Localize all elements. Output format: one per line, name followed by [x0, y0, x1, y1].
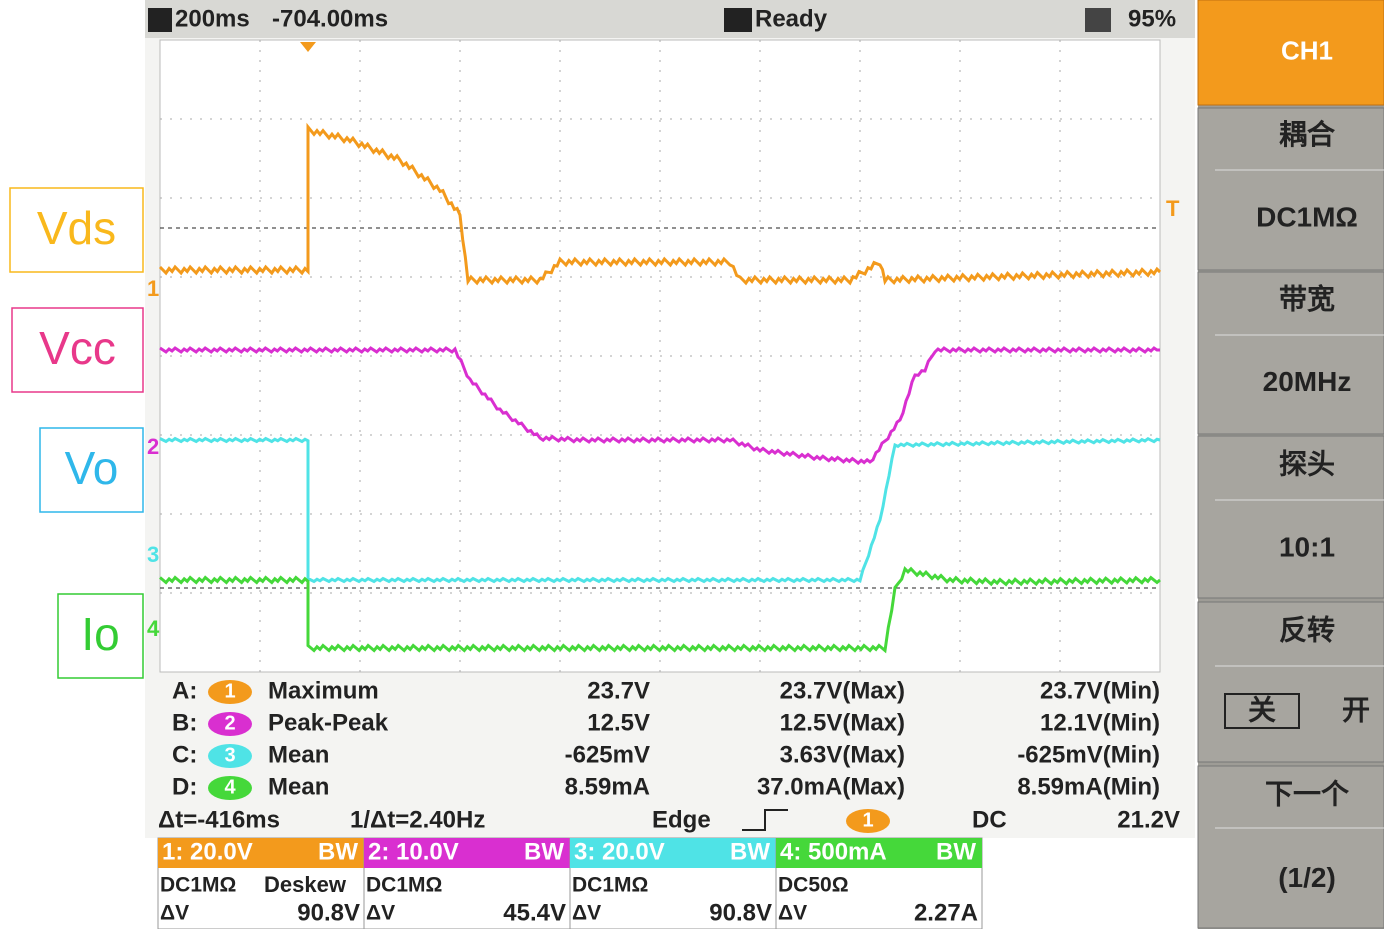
- meas-max: 12.5V(Max): [780, 709, 905, 736]
- trigger-coupling: DC: [972, 806, 1007, 833]
- channel-coupling: DC1MΩ: [160, 874, 236, 897]
- channel-coupling: DC1MΩ: [366, 874, 442, 897]
- timebase-icon: [148, 8, 172, 32]
- menu-invert-label: 反转: [1279, 614, 1335, 645]
- trigger-source: 1: [862, 809, 873, 831]
- channel-marker: 3: [147, 542, 159, 567]
- meas-type: Peak-Peak: [268, 709, 389, 736]
- channel-dv-value: 45.4V: [503, 899, 566, 926]
- meas-channel: 4: [224, 776, 236, 798]
- page: 1 2 3 4 T 200ms -704.00ms Ready 95% Vds Vcc Vo Io A: 1…: [0, 0, 1384, 929]
- meas-value: 8.59mA: [565, 773, 650, 800]
- menu-page: (1/2): [1278, 862, 1336, 893]
- meas-value: -625mV: [565, 741, 650, 768]
- meas-slot: D:: [172, 773, 197, 800]
- channel-scale: 2: 10.0V: [368, 838, 459, 865]
- meas-channel: 1: [224, 680, 235, 702]
- channel-dv: ΔV: [160, 902, 189, 925]
- menu-probe-value: 10:1: [1279, 531, 1335, 562]
- annotation: Vds: [37, 202, 116, 254]
- trigger-level: 21.2V: [1117, 806, 1180, 833]
- meas-type: Maximum: [268, 677, 379, 704]
- menu-invert-off: 关: [1248, 694, 1276, 725]
- trigger-marker: T: [1166, 196, 1180, 221]
- offset: -704.00ms: [272, 5, 388, 32]
- annotation: Io: [81, 608, 119, 660]
- channel-bw: BW: [936, 838, 976, 865]
- meas-max: 37.0mA(Max): [757, 773, 905, 800]
- meas-channel: 3: [224, 744, 235, 766]
- channel-bw: BW: [524, 838, 564, 865]
- channel-scale: 3: 20.0V: [574, 838, 665, 865]
- inv-delta-t: 1/Δt=2.40Hz: [350, 806, 485, 833]
- channel-dv: ΔV: [366, 902, 395, 925]
- channel-dv: ΔV: [572, 902, 601, 925]
- channel-bw: BW: [730, 838, 770, 865]
- timebase: 200ms: [175, 5, 250, 32]
- meas-max: 23.7V(Max): [780, 677, 905, 704]
- menu-coupling-value: DC1MΩ: [1256, 201, 1358, 232]
- meas-slot: C:: [172, 741, 197, 768]
- meas-channel: 2: [224, 712, 235, 734]
- meas-min: -625mV(Min): [1017, 741, 1160, 768]
- channel-dv-value: 90.8V: [297, 899, 360, 926]
- meas-slot: A:: [172, 677, 197, 704]
- annotation: Vcc: [39, 322, 116, 374]
- channel-dv: ΔV: [778, 902, 807, 925]
- channel-scale: 1: 20.0V: [162, 838, 253, 865]
- channel-bw: BW: [318, 838, 358, 865]
- battery-icon: [1085, 8, 1111, 32]
- channel-coupling: DC1MΩ: [572, 874, 648, 897]
- trigger-type: Edge: [652, 806, 711, 833]
- meas-slot: B:: [172, 709, 197, 736]
- meas-value: 12.5V: [587, 709, 650, 736]
- meas-type: Mean: [268, 773, 329, 800]
- menu-bandwidth-label: 带宽: [1279, 282, 1335, 314]
- menu-title: CH1: [1281, 35, 1333, 65]
- channel-dv-value: 90.8V: [709, 899, 772, 926]
- channel-marker: 4: [147, 616, 160, 641]
- channel-dv-value: 2.27A: [914, 899, 978, 926]
- menu-next-label: 下一个: [1265, 778, 1350, 809]
- channel-marker: 1: [147, 276, 159, 301]
- channel-coupling: DC50Ω: [778, 874, 849, 897]
- menu-invert-on: 开: [1342, 694, 1370, 725]
- status: Ready: [755, 5, 828, 32]
- channel-marker: 2: [147, 434, 159, 459]
- battery: 95%: [1128, 5, 1176, 32]
- delta-t: Δt=-416ms: [158, 806, 280, 833]
- menu-coupling-label: 耦合: [1279, 118, 1336, 150]
- menu-bandwidth-value: 20MHz: [1263, 366, 1352, 397]
- channel-scale: 4: 500mA: [780, 838, 887, 865]
- meas-type: Mean: [268, 741, 329, 768]
- meas-min: 12.1V(Min): [1040, 709, 1160, 736]
- meas-value: 23.7V: [587, 677, 650, 704]
- channel-extra: Deskew: [264, 872, 347, 897]
- run-icon: [724, 8, 752, 32]
- menu-probe-label: 探头: [1279, 448, 1335, 479]
- annotation: Vo: [65, 442, 119, 494]
- meas-max: 3.63V(Max): [780, 741, 905, 768]
- meas-min: 8.59mA(Min): [1017, 773, 1160, 800]
- meas-min: 23.7V(Min): [1040, 677, 1160, 704]
- scope-screen: 1 2 3 4 T 200ms -704.00ms Ready 95% Vds Vcc Vo Io A: 1…: [0, 0, 1384, 929]
